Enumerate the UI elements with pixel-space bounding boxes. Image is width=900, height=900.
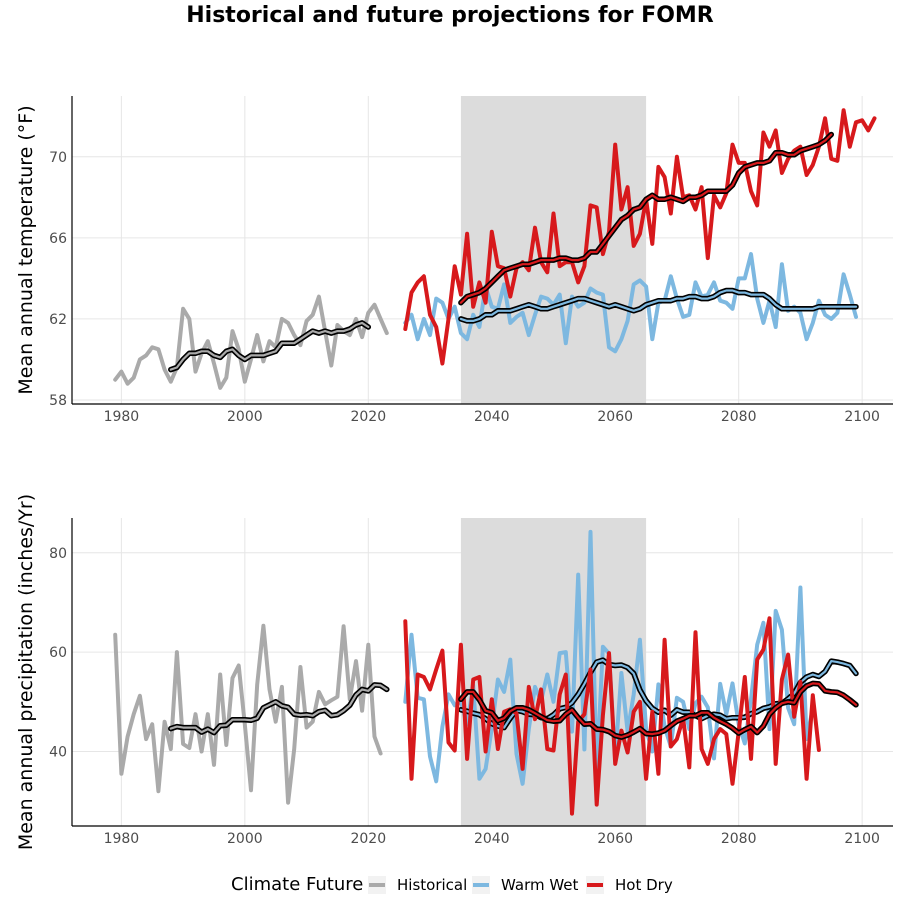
y-tick-label: 62 — [49, 312, 67, 328]
series-line-historical-ma — [169, 321, 370, 371]
x-tick-label: 2000 — [227, 831, 263, 847]
y-tick-label: 70 — [49, 150, 67, 166]
x-tick-label: 2040 — [474, 409, 510, 425]
temperature-panel: 1980 2000 2020 2040 2060 2080 2100 58 62 66 70 Mean… — [15, 96, 893, 425]
series-line-hot-dry-ma — [459, 682, 858, 739]
x-tick-label: 2060 — [597, 831, 633, 847]
series-line-hot-dry — [403, 108, 877, 366]
x-tick-label: 2100 — [844, 831, 880, 847]
series-line-hot-dry — [403, 616, 821, 816]
shaded-period — [460, 518, 647, 826]
x-tick-label: 1980 — [104, 409, 140, 425]
x-tick-label: 2100 — [844, 409, 880, 425]
x-tick-label: 1980 — [104, 831, 140, 847]
y-tick-label: 80 — [49, 546, 67, 562]
legend: Climate Future Historical Warm Wet Hot Dry — [231, 874, 673, 895]
x-tick-label: 2080 — [721, 409, 757, 425]
x-tick-label: 2040 — [474, 831, 510, 847]
series-line-historical — [113, 294, 389, 390]
x-tick-label: 2020 — [350, 831, 386, 847]
precipitation-panel: 1980 2000 2020 2040 2060 2080 2100 40 60 80 Mean a… — [15, 494, 893, 850]
y-axis-title: Mean annual temperature (°F) — [15, 105, 37, 394]
x-tick-label: 2080 — [721, 831, 757, 847]
y-tick-label: 60 — [49, 645, 67, 661]
series-line-historical — [113, 623, 383, 805]
y-axis-title: Mean annual precipitation (inches/Yr) — [15, 494, 37, 850]
x-tick-label: 2020 — [350, 409, 386, 425]
y-tick-label: 58 — [49, 393, 67, 409]
legend-label: Hot Dry — [615, 876, 673, 894]
series-line-warm-wet-ma — [459, 289, 858, 322]
y-tick-label: 40 — [49, 744, 67, 760]
legend-title: Climate Future — [231, 874, 363, 895]
x-tick-label: 2060 — [597, 409, 633, 425]
chart-title: Historical and future projections for FO… — [186, 3, 714, 28]
y-tick-label: 66 — [49, 231, 67, 247]
series-line-hot-dry-ma — [459, 133, 833, 304]
legend-label: Historical — [397, 876, 467, 894]
legend-label: Warm Wet — [501, 876, 579, 894]
x-tick-label: 2000 — [227, 409, 263, 425]
series-line-historical-ma — [169, 683, 388, 734]
